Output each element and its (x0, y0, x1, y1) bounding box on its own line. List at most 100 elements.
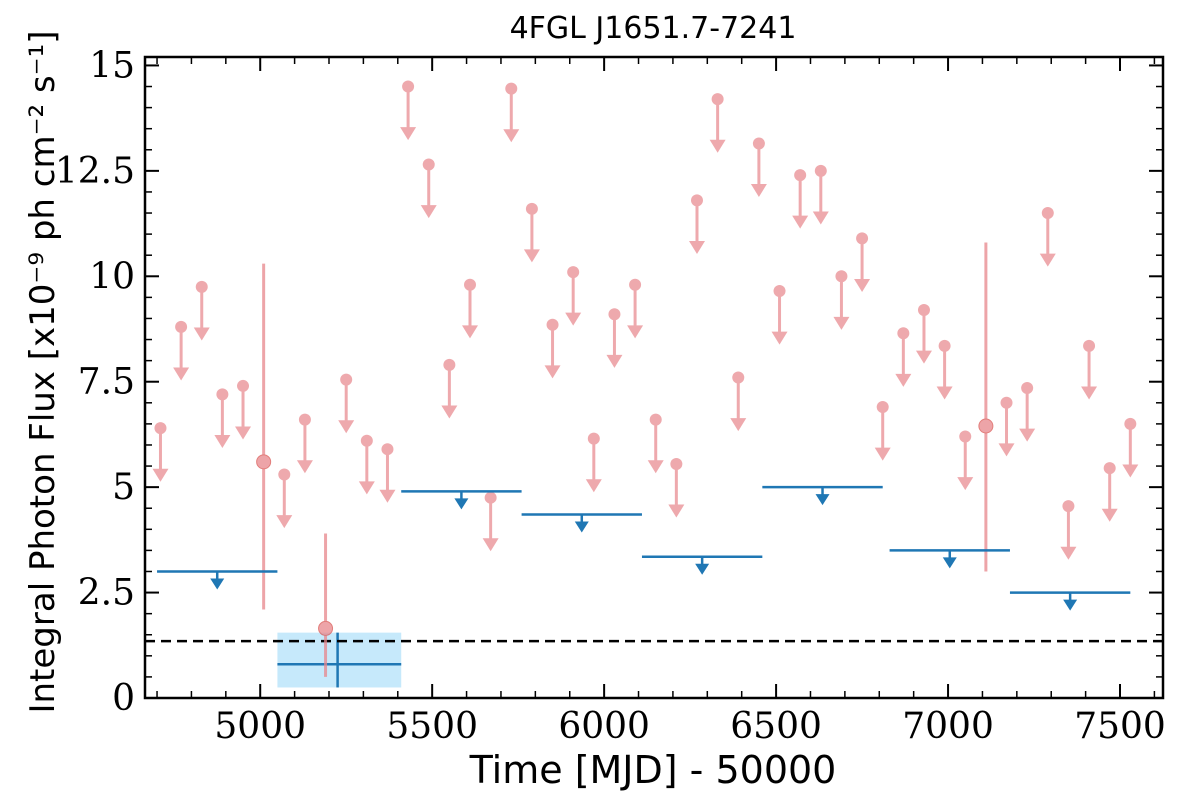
long-bin-upper-limit (157, 570, 278, 590)
upper-limit-arrowhead (627, 325, 644, 339)
upper-limit-arrowhead (235, 426, 252, 440)
upper-limit-arrowhead (276, 515, 293, 529)
upper-limit-arrowhead (957, 477, 974, 491)
x-tick-label: 5500 (386, 706, 478, 747)
short-bin-upper-limit (895, 327, 912, 387)
short-bin-upper-limit (462, 278, 479, 339)
x-tick-label: 7500 (1074, 706, 1166, 747)
short-bin-upper-limit (998, 396, 1015, 457)
upper-limit-marker (649, 413, 662, 426)
long-bin-arrowhead (574, 521, 589, 533)
upper-limit-marker (1103, 462, 1116, 475)
upper-limit-marker (1083, 339, 1096, 352)
short-bin-upper-limit (771, 285, 788, 345)
upper-limit-arrowhead (173, 367, 190, 381)
long-bin-upper-limit (641, 555, 763, 575)
short-bin-upper-limit (957, 430, 974, 491)
short-bin-upper-limit (1122, 417, 1139, 478)
upper-limit-arrowhead (606, 354, 623, 368)
short-bin-upper-limit (193, 280, 210, 341)
short-bin-upper-limit (565, 266, 582, 326)
x-tick-label: 6000 (558, 706, 650, 747)
upper-limit-arrowhead (338, 420, 355, 434)
upper-limit-marker (175, 320, 188, 333)
detection-marker (256, 454, 272, 470)
upper-limit-arrowhead (482, 538, 499, 552)
x-tick-label: 7000 (902, 706, 994, 747)
upper-limit-marker (546, 318, 559, 331)
short-bin-upper-limit (730, 371, 747, 432)
upper-limit-marker (216, 388, 229, 401)
chart-title: 4FGL J1651.7-7241 (510, 11, 797, 46)
upper-limit-arrowhead (420, 205, 437, 219)
upper-limit-marker (195, 280, 208, 293)
short-bin-upper-limit (379, 443, 396, 503)
long-bin-arrowhead (942, 557, 957, 569)
short-bin-upper-limit (173, 320, 190, 381)
upper-limit-arrowhead (647, 460, 664, 474)
short-bin-upper-limit (214, 388, 231, 448)
upper-limit-marker (402, 80, 415, 93)
long-bin-upper-limit (401, 490, 522, 510)
upper-limit-arrowhead (750, 184, 767, 198)
upper-limit-arrowhead (379, 489, 396, 503)
upper-limit-marker (443, 358, 456, 371)
short-bin-upper-limit (1081, 339, 1098, 400)
short-bin-upper-limit (441, 358, 458, 419)
short-bin-upper-limit (482, 491, 499, 552)
long-bin-arrowhead (1063, 599, 1078, 611)
long-bin-arrowhead (815, 494, 830, 506)
detection-marker (978, 418, 994, 434)
short-bin-detection (318, 533, 334, 677)
y-tick-label: 0 (112, 678, 135, 719)
upper-limit-arrowhead (400, 127, 417, 141)
long-bin-upper-limit (762, 485, 883, 506)
upper-limit-marker (794, 169, 807, 182)
short-bin-upper-limit (606, 308, 623, 368)
upper-limit-marker (381, 443, 394, 456)
upper-limit-arrowhead (998, 443, 1015, 457)
upper-limit-arrowhead (854, 278, 871, 292)
short-bin-upper-limit (296, 413, 313, 474)
upper-limit-marker (856, 232, 869, 245)
y-tick-label: 12.5 (55, 151, 135, 192)
upper-limit-marker (1021, 382, 1034, 395)
short-bin-upper-limit (750, 137, 767, 198)
y-axis-label: Integral Photon Flux [x10⁻⁹ ph cm⁻² s⁻¹] (23, 30, 63, 713)
upper-limit-arrowhead (771, 331, 788, 345)
short-bin-upper-limit (585, 432, 602, 493)
upper-limit-marker (917, 304, 930, 317)
upper-limit-marker (876, 401, 889, 414)
upper-limit-arrowhead (1019, 428, 1036, 442)
upper-limit-arrowhead (668, 504, 685, 518)
upper-limit-marker (938, 339, 951, 352)
upper-limit-arrowhead (152, 468, 169, 482)
upper-limit-arrowhead (441, 405, 458, 419)
upper-limit-marker (814, 164, 827, 177)
upper-limit-marker (484, 491, 497, 504)
short-bin-upper-limit (936, 339, 953, 400)
upper-limit-marker (959, 430, 972, 443)
upper-limit-arrowhead (812, 211, 829, 225)
upper-limit-marker (422, 158, 435, 171)
upper-limit-marker (587, 432, 600, 445)
detection-marker (318, 620, 334, 636)
upper-limit-marker (773, 285, 786, 298)
short-bin-upper-limit (1039, 207, 1056, 267)
upper-limit-marker (567, 266, 580, 279)
long-bin-arrowhead (210, 578, 225, 590)
upper-limit-marker (629, 278, 642, 291)
upper-limit-arrowhead (503, 129, 520, 143)
upper-limit-marker (278, 468, 291, 481)
upper-limit-arrowhead (1039, 253, 1056, 267)
upper-limit-arrowhead (193, 327, 210, 341)
upper-limit-arrowhead (792, 215, 809, 229)
short-bin-upper-limit (400, 80, 417, 141)
upper-limit-arrowhead (936, 386, 953, 400)
axes: 5000 5500 6000 6500 7000 7500 0 2.5 5 7.5 10 12.5 15 (55, 45, 1166, 747)
short-bin-upper-limit (338, 373, 355, 434)
short-bin-upper-limit (874, 401, 891, 461)
upper-limit-marker (835, 270, 848, 283)
upper-limit-marker (237, 379, 250, 392)
short-bin-detection (256, 263, 272, 610)
